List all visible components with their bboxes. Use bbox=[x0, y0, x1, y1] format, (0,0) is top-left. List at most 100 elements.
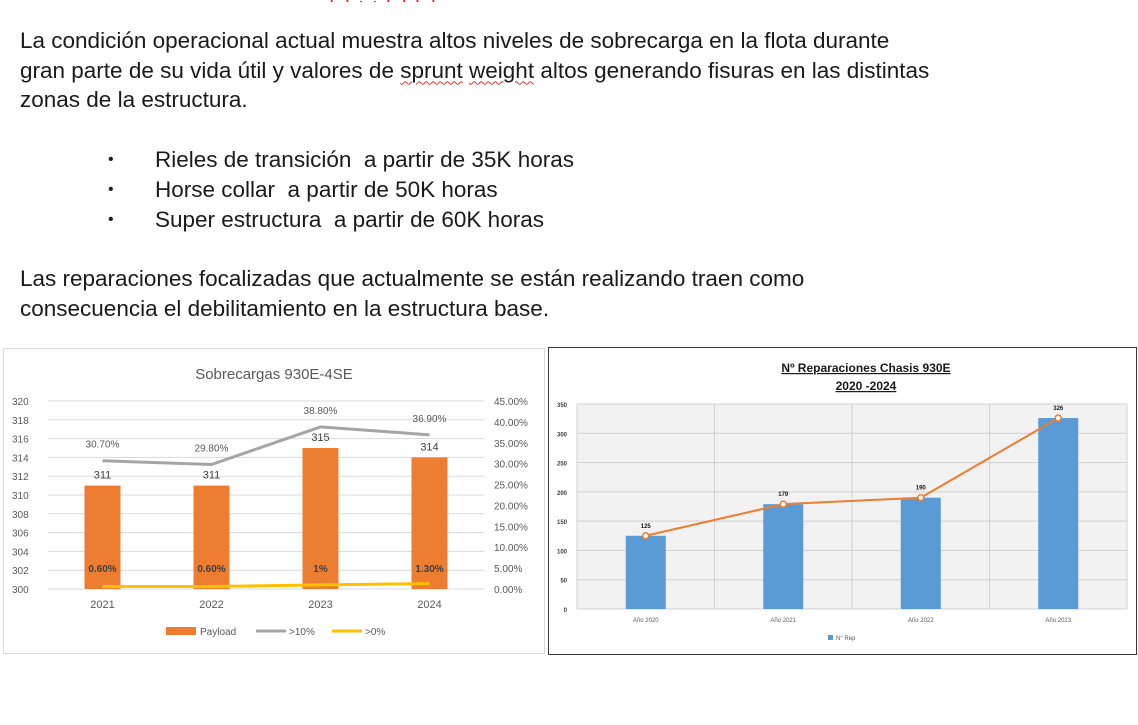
payload-bar bbox=[84, 485, 121, 589]
closing-line-1: Las reparaciones focalizadas que actualm… bbox=[20, 266, 805, 291]
over-0-value-label: 1.30% bbox=[415, 564, 443, 575]
over-0-value-label: 0.60% bbox=[88, 564, 116, 575]
repairs-bar bbox=[900, 497, 941, 609]
x-axis-label: 2021 bbox=[90, 599, 114, 611]
left-axis-tick-label: 318 bbox=[12, 416, 29, 427]
payload-bar bbox=[302, 448, 339, 589]
right-axis-tick-label: 10.00% bbox=[494, 543, 528, 554]
left-axis-tick-label: 300 bbox=[12, 585, 29, 596]
right-axis-tick-label: 25.00% bbox=[494, 481, 528, 492]
payload-value-label: 314 bbox=[420, 441, 438, 453]
repairs-chart: Nº Reparaciones Chasis 930E 2020 -2024 0 50… bbox=[548, 347, 1137, 655]
over-0-value-label: 1% bbox=[313, 564, 328, 575]
y-axis-tick-label: 0 bbox=[564, 608, 568, 614]
repairs-value-label: 326 bbox=[1053, 406, 1064, 412]
right-axis-tick-label: 15.00% bbox=[494, 522, 528, 533]
bullet-item: • Rieles de transición a partir de 35K ho… bbox=[108, 145, 574, 175]
legend-payload-swatch bbox=[166, 627, 196, 635]
x-axis-label: 2024 bbox=[417, 599, 441, 611]
chart-title: Nº Reparaciones Chasis 930E bbox=[781, 361, 950, 375]
intro-paragraph: La condición operacional actual muestra … bbox=[20, 26, 1130, 115]
legend-over-10-label: >10% bbox=[289, 627, 315, 638]
bullet-item: • Horse collar a partir de 50K horas bbox=[108, 175, 574, 205]
bullet-dot-icon: • bbox=[108, 211, 114, 228]
right-axis-tick-label: 0.00% bbox=[494, 585, 522, 596]
left-axis-tick-label: 306 bbox=[12, 529, 29, 540]
x-axis-label: Año 2022 bbox=[908, 618, 934, 624]
repairs-trend-marker bbox=[1054, 414, 1062, 422]
y-axis-tick-label: 250 bbox=[557, 462, 568, 468]
bullet-text: Super estructura a partir de 60K horas bbox=[155, 207, 544, 232]
over-10-value-label: 30.70% bbox=[86, 440, 120, 451]
y-axis-tick-label: 50 bbox=[560, 579, 567, 585]
left-axis-tick-label: 308 bbox=[12, 510, 29, 521]
bullet-item: • Super estructura a partir de 60K horas bbox=[108, 205, 574, 235]
y-axis-tick-label: 200 bbox=[557, 491, 568, 497]
over-0-value-label: 0.60% bbox=[197, 564, 225, 575]
legend-payload-label: Payload bbox=[200, 627, 236, 638]
left-axis-tick-label: 302 bbox=[12, 566, 29, 577]
closing-line-2: consecuencia el debilitamiento en la est… bbox=[20, 295, 550, 321]
right-axis-tick-label: 5.00% bbox=[494, 564, 522, 575]
x-axis-label: Año 2023 bbox=[1045, 618, 1071, 624]
repairs-chart-svg: Nº Reparaciones Chasis 930E 2020 -2024 0 50… bbox=[557, 361, 1128, 642]
payload-bar bbox=[411, 457, 448, 589]
right-axis-tick-label: 40.00% bbox=[494, 418, 528, 429]
page-title-fragment-text: [ ] . . [ ] [ ] bbox=[330, 0, 520, 2]
repairs-trend-marker bbox=[779, 500, 787, 508]
bullet-dot-icon: • bbox=[108, 181, 114, 198]
over-10-value-label: 38.80% bbox=[304, 406, 338, 417]
intro-line-2b: altos generando fisuras en las distintas bbox=[534, 57, 930, 83]
over-10-value-label: 29.80% bbox=[195, 444, 229, 455]
repairs-trend-line bbox=[645, 417, 1059, 537]
left-axis-tick-label: 312 bbox=[12, 472, 29, 483]
right-axis-tick-label: 30.00% bbox=[494, 460, 528, 471]
intro-line-1: La condición operacional actual muestra … bbox=[20, 28, 890, 53]
repairs-value-label: 179 bbox=[778, 492, 789, 498]
left-axis-tick-label: 310 bbox=[12, 491, 29, 502]
risk-bullet-list: • Rieles de transición a partir de 35K ho… bbox=[108, 145, 574, 235]
x-axis-label: 2023 bbox=[308, 599, 332, 611]
repairs-bar bbox=[625, 535, 666, 609]
bullet-dot-icon: • bbox=[108, 151, 114, 168]
left-axis-tick-label: 316 bbox=[12, 435, 29, 446]
repairs-trend-marker bbox=[917, 493, 925, 502]
overload-chart-svg: Sobrecargas 930E-4SE 300 302 304 306 308 310 31… bbox=[12, 366, 528, 638]
intro-line-3: zonas de la estructura. bbox=[20, 87, 248, 112]
over-10-line bbox=[102, 425, 430, 467]
repairs-value-label: 125 bbox=[641, 524, 652, 530]
payload-value-label: 311 bbox=[94, 470, 112, 482]
x-axis-label: Año 2020 bbox=[633, 618, 659, 624]
left-axis-tick-label: 314 bbox=[12, 453, 29, 464]
right-axis-tick-label: 20.00% bbox=[494, 501, 528, 512]
y-axis-tick-label: 100 bbox=[557, 549, 568, 555]
spellcheck-word[interactable]: weight bbox=[469, 57, 535, 83]
y-axis-tick-label: 350 bbox=[557, 403, 568, 409]
legend-over-0-label: >0% bbox=[365, 627, 385, 638]
chart-subtitle: 2020 -2024 bbox=[836, 379, 897, 393]
y-axis-tick-label: 150 bbox=[557, 520, 568, 526]
x-axis-label: Año 2021 bbox=[770, 618, 796, 624]
x-axis-label: 2022 bbox=[199, 599, 223, 611]
legend-label: N° Rep bbox=[836, 636, 856, 642]
right-axis-tick-label: 45.00% bbox=[494, 397, 528, 408]
spellcheck-word[interactable]: sprunt bbox=[400, 57, 463, 83]
right-axis-tick-label: 35.00% bbox=[494, 439, 528, 450]
payload-bar bbox=[193, 485, 230, 589]
y-axis-tick-label: 300 bbox=[557, 432, 568, 438]
chart-title: Sobrecargas 930E-4SE bbox=[195, 366, 353, 383]
over-10-value-label: 36.90% bbox=[413, 414, 447, 425]
repairs-bar bbox=[1038, 418, 1079, 609]
payload-value-label: 311 bbox=[203, 470, 221, 482]
page-title-fragment: [ ] . . [ ] [ ] bbox=[330, 0, 520, 2]
left-axis-tick-label: 320 bbox=[12, 397, 29, 408]
intro-line-2a: gran parte de su vida útil y valores de bbox=[20, 57, 401, 83]
over-0-line bbox=[102, 582, 430, 588]
closing-paragraph: Las reparaciones focalizadas que actualm… bbox=[20, 264, 1130, 323]
overload-chart: Sobrecargas 930E-4SE 300 302 304 306 308 310 31… bbox=[3, 348, 545, 654]
legend-swatch bbox=[828, 635, 833, 640]
bullet-text: Horse collar a partir de 50K horas bbox=[155, 177, 498, 202]
bullet-text: Rieles de transición a partir de 35K hor… bbox=[155, 147, 574, 172]
repairs-trend-marker bbox=[642, 532, 650, 540]
repairs-bar bbox=[763, 504, 804, 609]
